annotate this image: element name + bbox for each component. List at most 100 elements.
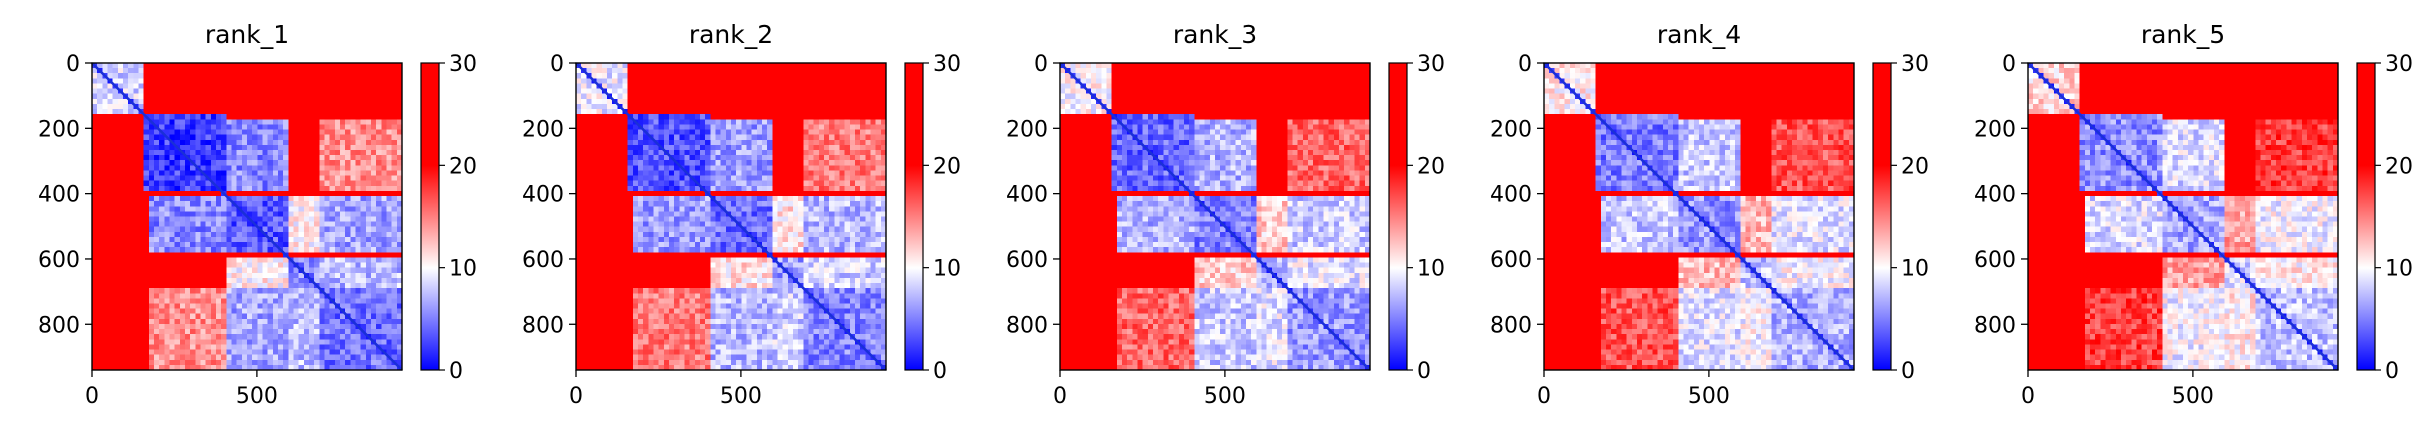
heatmap-cell (154, 190, 160, 197)
heatmap-cell (272, 134, 279, 141)
heatmap-cell (216, 206, 222, 212)
heatmap-cell (97, 349, 103, 356)
heatmap-cell (169, 68, 176, 74)
heatmap-cell (700, 114, 706, 120)
heatmap-cell (97, 149, 103, 156)
heatmap-cell (210, 329, 217, 335)
heatmap-cell (293, 334, 300, 340)
heatmap-cell (396, 73, 403, 79)
heatmap-cell (107, 313, 114, 320)
heatmap-cell (303, 109, 310, 115)
heatmap-cell (350, 180, 357, 187)
heatmap-cell (200, 236, 207, 243)
heatmap-cell (725, 68, 732, 74)
heatmap-cell (179, 124, 186, 131)
heatmap-cell (97, 318, 103, 325)
heatmap-cell (591, 165, 598, 172)
heatmap-cell (710, 63, 717, 69)
heatmap-cell (112, 185, 119, 192)
heatmap-cell (793, 134, 799, 141)
heatmap-cell (154, 196, 160, 202)
heatmap-cell (355, 170, 362, 177)
heatmap-cell (185, 216, 191, 223)
heatmap-cell (772, 170, 779, 177)
heatmap-cell (767, 119, 773, 125)
heatmap-cell (164, 201, 171, 207)
heatmap-cell (865, 129, 872, 136)
heatmap-cell (710, 88, 717, 95)
heatmap-cell (102, 344, 109, 351)
heatmap-cell (190, 262, 196, 269)
heatmap-cell (107, 226, 114, 233)
heatmap-cell (617, 124, 624, 131)
heatmap-cell (185, 196, 191, 202)
heatmap-cell (205, 185, 212, 192)
heatmap-cell (288, 83, 295, 90)
heatmap-cell (133, 139, 140, 146)
heatmap-cell (638, 170, 644, 177)
heatmap-cell (329, 68, 336, 74)
heatmap-cell (293, 359, 300, 366)
heatmap-cell (112, 354, 119, 361)
heatmap-cell (221, 339, 227, 346)
heatmap-cell (298, 201, 305, 207)
heatmap-cell (839, 73, 846, 79)
heatmap-cell (386, 359, 393, 366)
heatmap-cell (236, 160, 243, 166)
heatmap-cell (143, 103, 150, 110)
heatmap-cell (252, 242, 258, 248)
heatmap-cell (262, 160, 269, 166)
heatmap-cell (154, 252, 160, 259)
heatmap-cell (782, 175, 789, 182)
heatmap-cell (581, 83, 587, 90)
heatmap-cell (283, 180, 289, 187)
heatmap-cell (365, 349, 372, 356)
heatmap-cell (360, 267, 367, 274)
heatmap-cell (226, 114, 233, 120)
heatmap-cell (818, 109, 825, 115)
heatmap-cell (813, 134, 820, 141)
heatmap-cell (174, 103, 181, 110)
heatmap-cell (190, 267, 196, 274)
heatmap-cell (381, 344, 388, 351)
heatmap-cell (741, 93, 748, 100)
heatmap-cell (154, 201, 160, 207)
heatmap-cell (148, 160, 155, 166)
heatmap-cell (97, 221, 103, 228)
heatmap-cell (143, 236, 150, 243)
heatmap-cell (632, 134, 639, 141)
heatmap-cell (808, 119, 815, 125)
heatmap-cell (813, 78, 820, 85)
heatmap-cell (601, 98, 608, 105)
heatmap-cell (283, 175, 289, 182)
heatmap-cell (334, 344, 341, 351)
heatmap-cell (133, 98, 140, 105)
heatmap-cell (350, 201, 357, 207)
heatmap-cell (262, 139, 269, 146)
heatmap-cell (365, 323, 372, 330)
heatmap-cell (174, 339, 181, 346)
heatmap-cell (365, 93, 372, 100)
heatmap-cell (329, 196, 336, 202)
heatmap-cell (272, 344, 279, 351)
colorbar-tick-label: 10 (449, 257, 477, 282)
heatmap-cell (226, 364, 233, 371)
heatmap-cell (324, 201, 331, 207)
heatmap-cell (288, 329, 295, 335)
heatmap-cell (195, 93, 202, 100)
heatmap-cell (123, 221, 129, 228)
heatmap-cell (236, 298, 243, 305)
heatmap-cell (880, 170, 887, 177)
heatmap-cell (658, 73, 665, 79)
heatmap-cell (293, 308, 300, 315)
heatmap-cell (200, 318, 207, 325)
heatmap-cell (117, 334, 124, 340)
heatmap-cell (293, 364, 300, 371)
heatmap-cell (340, 144, 346, 151)
heatmap-cell (340, 339, 346, 346)
heatmap-cell (288, 277, 295, 284)
heatmap-cell (257, 129, 264, 136)
heatmap-cell (298, 329, 305, 335)
heatmap-cell (591, 119, 598, 125)
heatmap-cell (154, 149, 160, 156)
